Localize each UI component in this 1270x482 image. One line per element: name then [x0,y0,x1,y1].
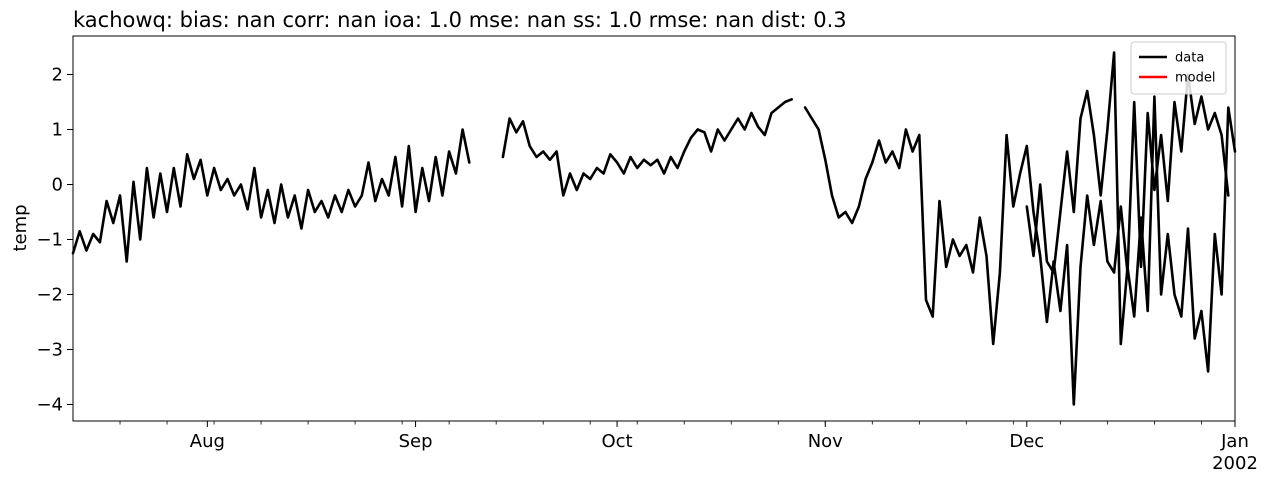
y-tick-label: 2 [52,65,63,86]
x-tick-label: Aug [190,431,225,452]
x-tick-sublabel: 2002 [1212,453,1258,474]
y-tick-label: −4 [36,395,63,416]
y-tick-label: −1 [36,230,63,251]
x-tick-label: Oct [601,431,632,452]
series-line-data-0 [71,128,471,263]
y-tick-label: −2 [36,285,63,306]
x-tick-label: Jan [1220,431,1249,452]
x-tick-label: Dec [1009,431,1044,452]
y-tick-label: −3 [36,340,63,361]
y-tick-label: 1 [52,120,63,141]
y-axis-label: temp [10,204,31,251]
x-tick-label: Nov [808,431,843,452]
legend-label-data: data [1175,51,1204,66]
series-line-data-2 [803,73,1230,406]
chart-title: kachowq: bias: nan corr: nan ioa: 1.0 ms… [73,8,847,32]
x-tick-label: Sep [399,431,433,452]
series-line-data-1 [501,98,793,197]
series-line-data-3 [1025,51,1237,373]
y-tick-label: 0 [52,175,63,196]
legend: data model [1130,41,1227,95]
legend-box [1130,41,1227,95]
legend-label-model: model [1175,71,1215,86]
plot-frame [72,35,1236,422]
